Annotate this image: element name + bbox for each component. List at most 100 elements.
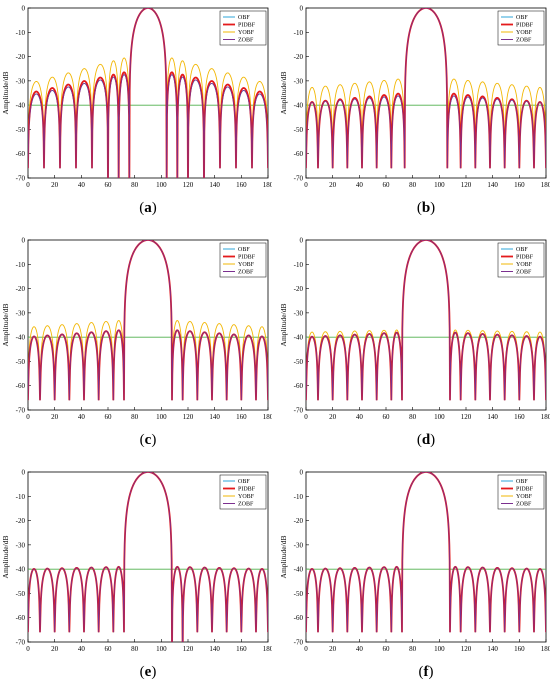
x-tick-label: 80 <box>409 413 417 420</box>
legend-label: OBF <box>516 479 528 485</box>
y-tick-label: -70 <box>16 407 26 415</box>
panel-label-letter: b <box>421 200 431 216</box>
y-tick-label: -10 <box>16 29 26 37</box>
legend-label: PIDBF <box>238 255 256 261</box>
y-tick-label: 0 <box>22 237 26 245</box>
x-tick-label: 60 <box>105 645 113 652</box>
panel-label-open: ( <box>139 664 145 680</box>
x-tick-label: 160 <box>514 645 525 652</box>
x-tick-label: 40 <box>78 181 86 188</box>
x-tick-label: 40 <box>356 645 364 652</box>
x-tick-label: 160 <box>236 413 247 420</box>
y-tick-label: -10 <box>294 493 304 501</box>
chart-panel-c: 0 20 40 60 80 100 120 140 160 180 0 -10 -20 -30 -40 -50… <box>1 237 272 421</box>
panel-label-c: (c) <box>128 432 168 449</box>
x-tick-label: 40 <box>78 645 86 652</box>
legend-label: OBF <box>238 479 250 485</box>
y-axis-label: Amplitude/dB <box>1 304 10 347</box>
x-tick-label: 20 <box>329 181 337 188</box>
y-tick-label: -60 <box>294 382 304 390</box>
series-line-zobf <box>306 240 546 401</box>
y-tick-label: -50 <box>294 358 304 366</box>
chart-panel-f: 0 20 40 60 80 100 120 140 160 180 0 -10 -20 -30 -40 -50… <box>279 469 550 653</box>
y-tick-label: -30 <box>294 541 304 549</box>
y-axis-label: Amplitude/dB <box>1 536 10 579</box>
y-tick-label: 0 <box>300 5 304 13</box>
y-tick-label: -60 <box>16 382 26 390</box>
series-line-zobf <box>28 472 268 642</box>
x-tick-label: 40 <box>356 413 364 420</box>
panel-label-d: (d) <box>406 432 446 449</box>
legend-label: PIDBF <box>516 23 534 29</box>
x-tick-label: 120 <box>183 181 194 188</box>
y-tick-label: -60 <box>294 614 304 622</box>
x-tick-label: 20 <box>51 413 59 420</box>
panel-label-open: ( <box>139 200 145 216</box>
y-tick-label: -60 <box>16 150 26 158</box>
series-line-yobf <box>28 8 268 178</box>
legend-label: OBF <box>516 15 528 21</box>
x-tick-label: 180 <box>263 413 272 420</box>
y-tick-label: -40 <box>16 566 26 574</box>
panel-label-b: (b) <box>406 200 446 217</box>
legend-label: PIDBF <box>516 255 534 261</box>
x-tick-label: 140 <box>487 645 498 652</box>
x-tick-label: 180 <box>263 645 272 652</box>
x-tick-label: 60 <box>383 181 391 188</box>
x-tick-label: 100 <box>434 181 445 188</box>
chart-panel-a: 0 20 40 60 80 100 120 140 160 180 0 -10 -20 -30 -40 -50… <box>1 5 272 189</box>
x-tick-label: 120 <box>183 413 194 420</box>
legend-label: YOBF <box>516 262 533 268</box>
y-tick-label: -30 <box>16 541 26 549</box>
legend-label: ZOBF <box>516 270 532 276</box>
x-tick-label: 140 <box>209 181 220 188</box>
series-line-yobf <box>306 8 546 169</box>
panel-label-letter: a <box>144 200 152 216</box>
chart-panel-d: 0 20 40 60 80 100 120 140 160 180 0 -10 -20 -30 -40 -50… <box>279 237 550 421</box>
x-tick-label: 180 <box>263 181 272 188</box>
y-tick-label: -40 <box>16 334 26 342</box>
panel-label-close: ) <box>430 432 436 448</box>
series-line-zobf <box>306 472 546 633</box>
x-tick-label: 0 <box>304 413 308 420</box>
y-tick-label: -10 <box>294 261 304 269</box>
x-tick-label: 100 <box>156 645 167 652</box>
x-tick-label: 140 <box>209 645 220 652</box>
y-tick-label: -50 <box>294 126 304 134</box>
y-tick-label: -50 <box>294 590 304 598</box>
y-tick-label: 0 <box>22 469 26 477</box>
series-line-zobf <box>28 240 268 401</box>
series-line-yobf <box>28 240 268 401</box>
x-tick-label: 120 <box>461 181 472 188</box>
y-tick-label: -20 <box>294 517 304 525</box>
panel-label-letter: c <box>144 432 152 448</box>
x-tick-label: 60 <box>105 413 113 420</box>
y-tick-label: -40 <box>16 102 26 110</box>
x-tick-label: 0 <box>26 645 30 652</box>
y-tick-label: -20 <box>16 53 26 61</box>
x-tick-label: 0 <box>26 413 30 420</box>
chart-panel-b: 0 20 40 60 80 100 120 140 160 180 0 -10 -20 -30 -40 -50… <box>279 5 550 189</box>
y-tick-label: 0 <box>300 469 304 477</box>
series-line-zobf <box>28 8 268 178</box>
x-tick-label: 160 <box>514 181 525 188</box>
x-tick-label: 20 <box>329 645 337 652</box>
panel-label-letter: e <box>144 664 152 680</box>
panel-label-close: ) <box>151 432 157 448</box>
x-tick-label: 160 <box>514 413 525 420</box>
panel-label-letter: d <box>421 432 431 448</box>
panel-label-letter: f <box>423 664 429 680</box>
x-tick-label: 0 <box>26 181 30 188</box>
legend-label: OBF <box>516 247 528 253</box>
y-tick-label: -10 <box>294 29 304 37</box>
y-tick-label: 0 <box>300 237 304 245</box>
panel-label-close: ) <box>428 664 434 680</box>
legend-label: ZOBF <box>516 502 532 508</box>
legend-label: YOBF <box>516 30 533 36</box>
x-tick-label: 20 <box>51 645 59 652</box>
x-tick-label: 60 <box>383 413 391 420</box>
panel-label-e: (e) <box>128 664 168 681</box>
y-tick-label: -60 <box>294 150 304 158</box>
panel-label-open: ( <box>139 432 145 448</box>
x-tick-label: 20 <box>51 181 59 188</box>
